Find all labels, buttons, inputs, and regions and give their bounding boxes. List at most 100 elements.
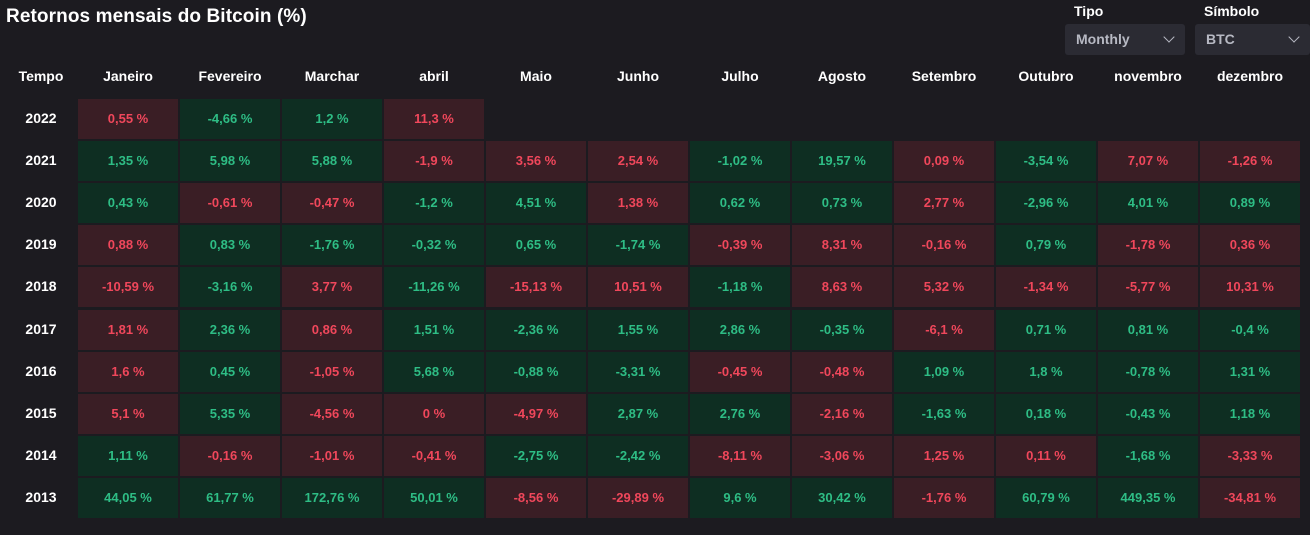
return-cell: 0,71 % — [996, 309, 1096, 350]
return-cell: -1,63 % — [894, 393, 994, 434]
return-cell: 1,31 % — [1200, 351, 1300, 392]
column-header-month: Janeiro — [103, 68, 153, 84]
return-cell: -2,16 % — [792, 393, 892, 434]
return-cell: 61,77 % — [180, 477, 280, 518]
column-header-month: novembro — [1114, 68, 1182, 84]
return-cell: 2,86 % — [690, 309, 790, 350]
return-cell: 30,42 % — [792, 477, 892, 518]
return-cell: -0,47 % — [282, 183, 382, 224]
return-cell: -29,89 % — [588, 477, 688, 518]
column-header-month: abril — [419, 68, 449, 84]
return-cell: -1,9 % — [384, 141, 484, 182]
return-cell: -1,01 % — [282, 435, 382, 476]
return-cell: -1,78 % — [1098, 225, 1198, 266]
return-cell: -5,77 % — [1098, 267, 1198, 308]
return-cell: 1,55 % — [588, 309, 688, 350]
return-cell: -1,18 % — [690, 267, 790, 308]
return-cell: -0,48 % — [792, 351, 892, 392]
return-cell: 0,79 % — [996, 225, 1096, 266]
return-cell: 172,76 % — [282, 477, 382, 518]
return-cell: -0,78 % — [1098, 351, 1198, 392]
return-cell: 0,43 % — [78, 183, 178, 224]
return-cell: 1,81 % — [78, 309, 178, 350]
return-cell: -10,59 % — [78, 267, 178, 308]
return-cell: 0,81 % — [1098, 309, 1198, 350]
type-select[interactable]: Monthly — [1065, 24, 1185, 55]
return-cell: -1,26 % — [1200, 141, 1300, 182]
return-cell: 2,77 % — [894, 183, 994, 224]
return-cell: 1,35 % — [78, 141, 178, 182]
return-cell: -1,68 % — [1098, 435, 1198, 476]
return-cell: 0,36 % — [1200, 225, 1300, 266]
return-cell: -0,88 % — [486, 351, 586, 392]
column-header-month: Setembro — [911, 68, 977, 84]
return-cell: 0,62 % — [690, 183, 790, 224]
return-cell: 0,45 % — [180, 351, 280, 392]
column-header-month: Fevereiro — [198, 68, 262, 84]
row-year-label: 2020 — [25, 194, 57, 211]
symbol-select[interactable]: BTC — [1195, 24, 1310, 55]
return-cell: 5,32 % — [894, 267, 994, 308]
return-cell: -2,36 % — [486, 309, 586, 350]
return-cell: -3,06 % — [792, 435, 892, 476]
return-cell: 1,6 % — [78, 351, 178, 392]
return-cell: -8,56 % — [486, 477, 586, 518]
return-cell: 1,18 % — [1200, 393, 1300, 434]
chevron-down-icon — [1288, 31, 1300, 43]
return-cell: 0,09 % — [894, 141, 994, 182]
return-cell: -4,66 % — [180, 99, 280, 139]
return-cell: 10,31 % — [1200, 267, 1300, 308]
page-title: Retornos mensais do Bitcoin (%) — [6, 6, 307, 27]
return-cell: -2,42 % — [588, 435, 688, 476]
return-cell: -11,26 % — [384, 267, 484, 308]
return-cell: -0,35 % — [792, 309, 892, 350]
row-year-label: 2022 — [25, 110, 57, 126]
return-cell: 5,68 % — [384, 351, 484, 392]
return-cell: 8,31 % — [792, 225, 892, 266]
column-header-month: Agosto — [817, 68, 867, 84]
column-header-month: dezembro — [1216, 68, 1284, 84]
return-cell: 0,18 % — [996, 393, 1096, 434]
row-year-label: 2018 — [25, 278, 57, 295]
return-cell: -34,81 % — [1200, 477, 1300, 518]
return-cell: -0,16 % — [180, 435, 280, 476]
return-cell: 5,1 % — [78, 393, 178, 434]
return-cell: -2,75 % — [486, 435, 586, 476]
return-cell: 1,11 % — [78, 435, 178, 476]
row-year-label: 2019 — [25, 236, 57, 253]
return-cell: -15,13 % — [486, 267, 586, 308]
return-cell: -3,54 % — [996, 141, 1096, 182]
return-cell: -0,4 % — [1200, 309, 1300, 350]
column-header-month: Maio — [520, 68, 552, 84]
return-cell: 0,83 % — [180, 225, 280, 266]
return-cell: -1,76 % — [282, 225, 382, 266]
return-cell: 1,2 % — [282, 99, 382, 139]
return-cell: -1,05 % — [282, 351, 382, 392]
return-cell: 5,98 % — [180, 141, 280, 182]
column-header-month: Julho — [721, 68, 759, 84]
return-cell: 2,36 % — [180, 309, 280, 350]
return-cell: 9,6 % — [690, 477, 790, 518]
return-cell: 1,25 % — [894, 435, 994, 476]
column-header-month: Outubro — [1018, 68, 1074, 84]
return-cell: -4,97 % — [486, 393, 586, 434]
return-cell: -6,1 % — [894, 309, 994, 350]
row-year-label: 2014 — [25, 446, 57, 463]
return-cell: -0,61 % — [180, 183, 280, 224]
return-cell: 5,88 % — [282, 141, 382, 182]
return-cell: 449,35 % — [1098, 477, 1198, 518]
return-cell: 1,09 % — [894, 351, 994, 392]
return-cell: 11,3 % — [384, 99, 484, 139]
return-cell: 44,05 % — [78, 477, 178, 518]
row-year-label: 2015 — [25, 404, 57, 421]
return-cell: 8,63 % — [792, 267, 892, 308]
return-cell: 50,01 % — [384, 477, 484, 518]
return-cell: 7,07 % — [1098, 141, 1198, 182]
return-cell: 0,86 % — [282, 309, 382, 350]
return-cell: 3,56 % — [486, 141, 586, 182]
return-cell: 0,65 % — [486, 225, 586, 266]
return-cell: 1,38 % — [588, 183, 688, 224]
return-cell: -4,56 % — [282, 393, 382, 434]
return-cell: -1,74 % — [588, 225, 688, 266]
return-cell: 2,54 % — [588, 141, 688, 182]
